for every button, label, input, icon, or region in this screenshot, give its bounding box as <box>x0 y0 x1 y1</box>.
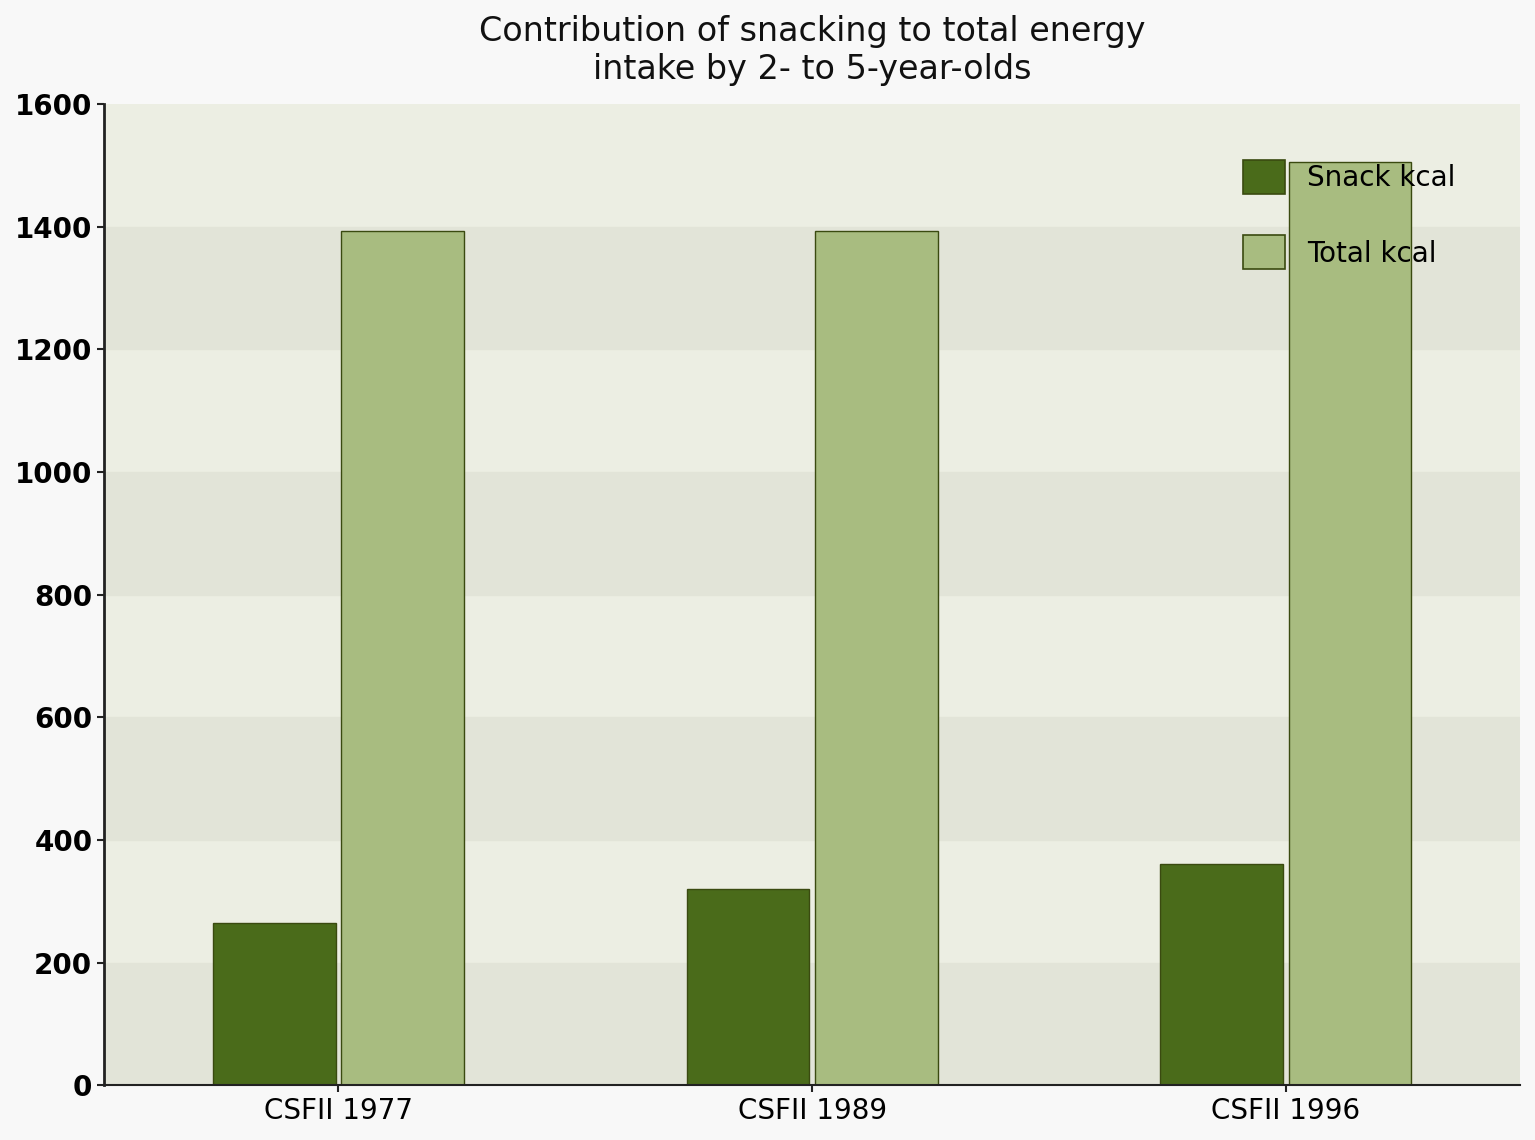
Bar <box>815 231 938 1085</box>
Bar <box>104 227 1520 350</box>
Bar <box>104 472 1520 595</box>
Bar <box>686 889 809 1085</box>
Bar <box>104 962 1520 1085</box>
Legend: Snack kcal, Total kcal: Snack kcal, Total kcal <box>1220 138 1478 292</box>
Bar <box>104 717 1520 840</box>
Bar <box>341 231 464 1085</box>
Bar <box>213 922 336 1085</box>
Bar <box>1289 162 1411 1085</box>
Bar <box>1160 864 1283 1085</box>
Title: Contribution of snacking to total energy
intake by 2- to 5-year-olds: Contribution of snacking to total energy… <box>479 15 1145 87</box>
